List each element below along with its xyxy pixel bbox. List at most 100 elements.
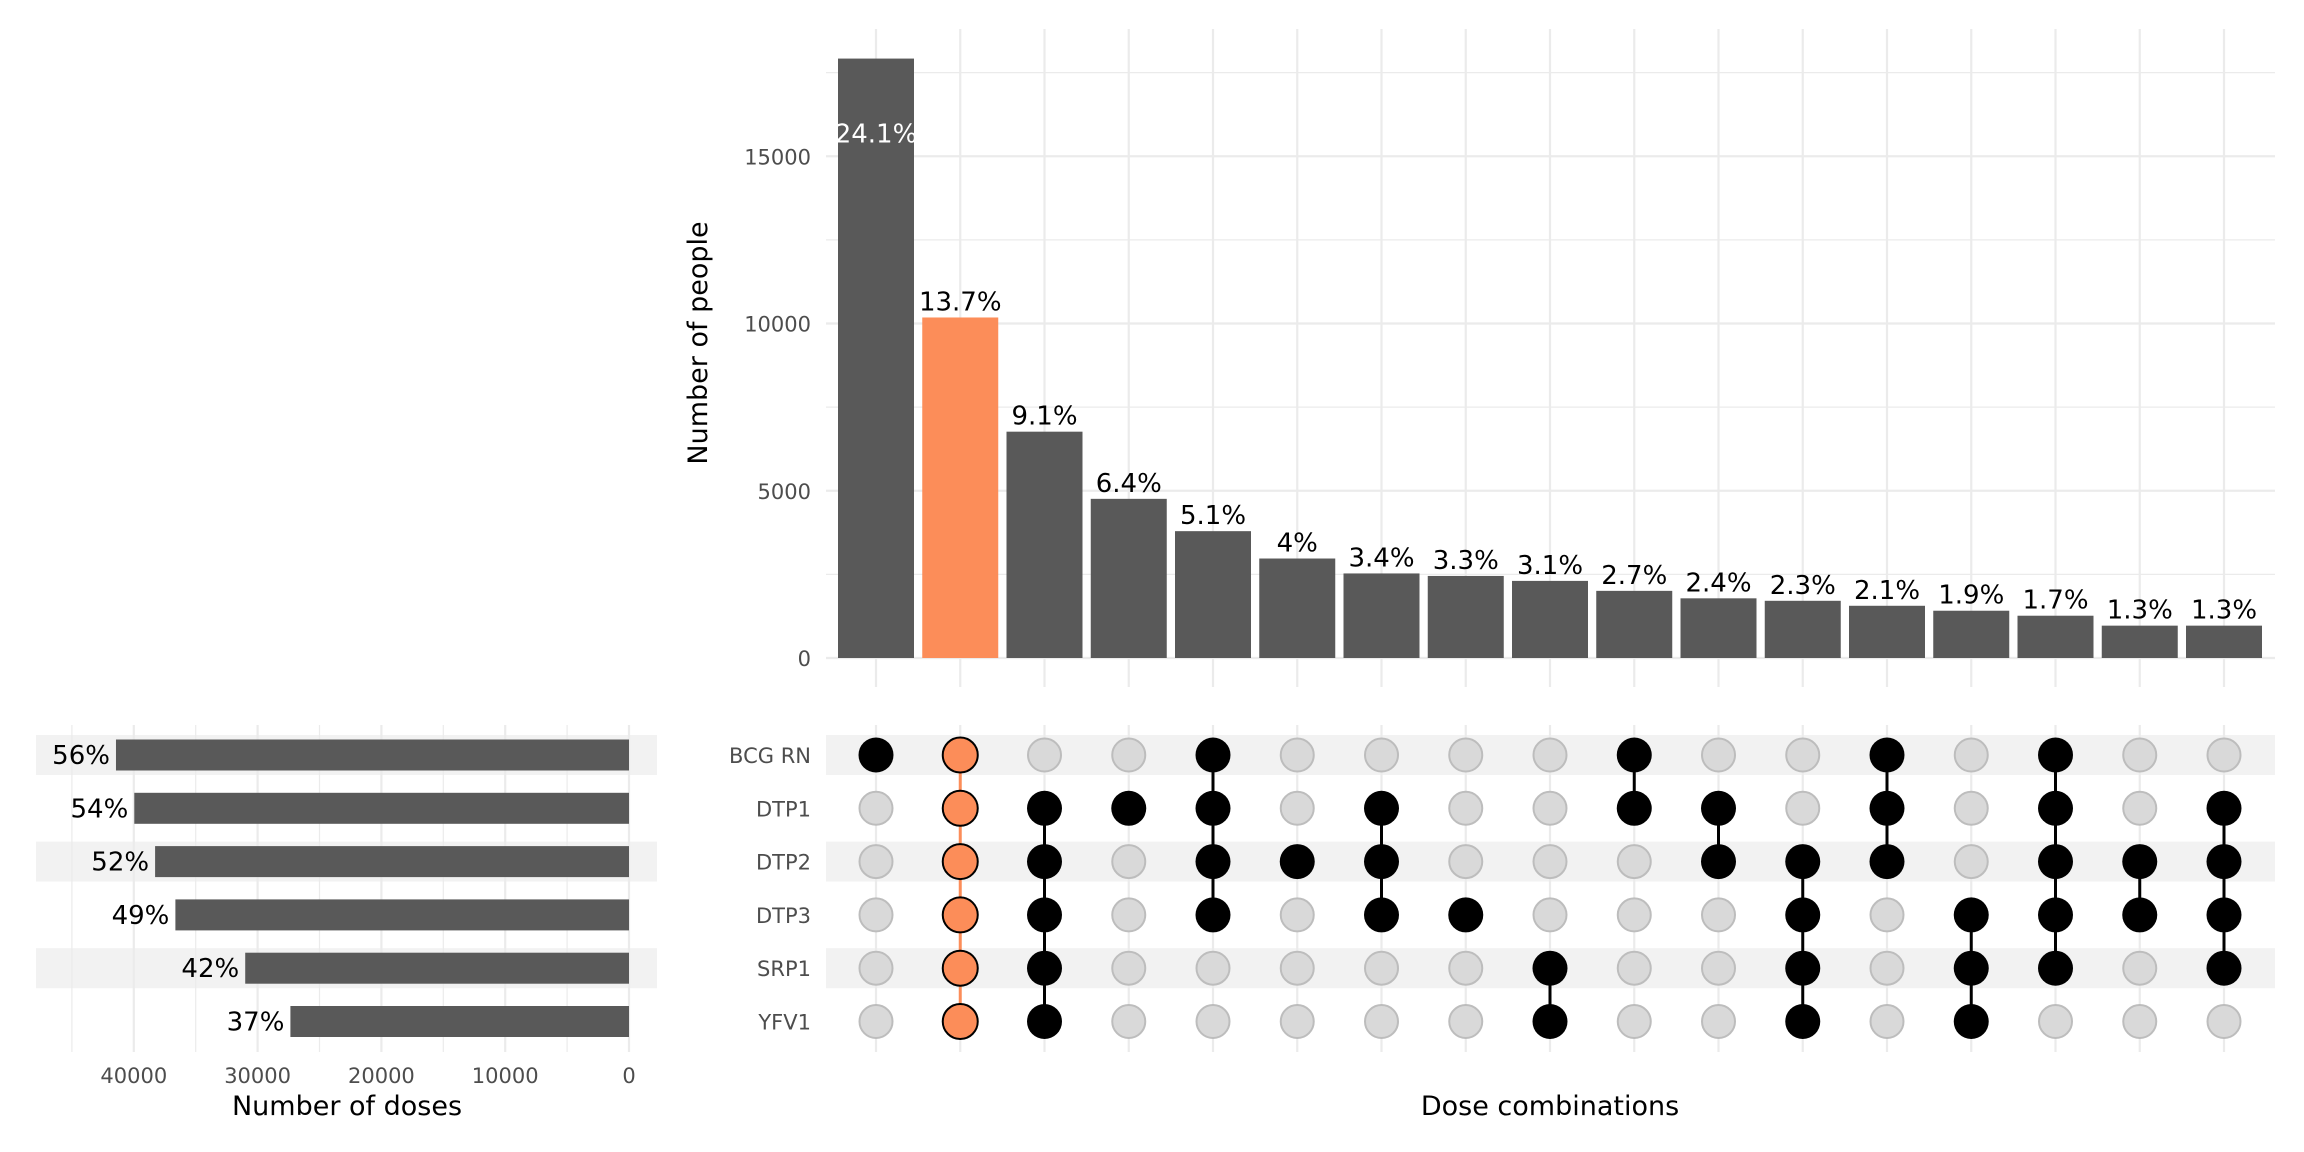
matrix-dot-inactive [1616, 950, 1652, 986]
intersection-bar-label: 2.4% [1685, 568, 1751, 598]
set-size-bar-label: 52% [91, 848, 149, 878]
intersection-bar-label: 5.1% [1180, 501, 1246, 531]
matrix-dot-inactive [1111, 737, 1147, 773]
set-label: SRP1 [757, 957, 811, 981]
intersection-bar-label: 3.4% [1348, 543, 1414, 573]
matrix-dot-active [1869, 790, 1905, 826]
intersection-bar [1512, 580, 1588, 658]
matrix-dot-inactive [2122, 950, 2158, 986]
matrix-dot-active [2038, 844, 2073, 880]
matrix-dot-active [1785, 844, 1821, 880]
matrix-set-labels: BCG RN DTP1 DTP2 DTP3 SRP1 YFV1 [729, 744, 811, 1035]
matrix-dot-inactive [1953, 737, 1989, 773]
matrix-dot-inactive [858, 1004, 894, 1039]
matrix-dot-active [2206, 950, 2242, 986]
matrix-dot-inactive [1195, 950, 1231, 986]
intersection-bar [1764, 600, 1841, 658]
matrix-dot-active [2122, 897, 2158, 933]
matrix-dot-inactive [1279, 897, 1315, 933]
matrix-dot-active [2206, 844, 2242, 880]
matrix-dot-inactive [1364, 950, 1399, 986]
matrix-dot-inactive [1111, 950, 1147, 986]
set-label: BCG RN [729, 744, 811, 768]
matrix-dot-inactive [1364, 737, 1399, 773]
matrix-dot-inactive [2122, 790, 2158, 826]
matrix-dot-highlighted [941, 789, 979, 827]
matrix-dot-inactive [2038, 1004, 2073, 1039]
matrix-dot-inactive [858, 897, 894, 933]
set-size-x-tick-label: 10000 [472, 1064, 539, 1088]
y-tick-label: 0 [798, 647, 811, 671]
intersection-bar-label: 2.1% [1854, 576, 1920, 606]
set-size-x-tick-label: 40000 [100, 1064, 167, 1088]
intersection-bar [1680, 598, 1757, 658]
intersection-bar-labels: 24.1% 13.7% 9.1% 6.4% 5.1% 4% 3.4% 3.3% 3.1% 2.7%… [835, 120, 2257, 626]
matrix-dot-active [2038, 950, 2073, 986]
matrix-dot-inactive [1448, 844, 1484, 880]
intersection-bars [838, 58, 2262, 659]
matrix-dot-inactive [858, 790, 894, 826]
matrix-dot-active [1532, 950, 1568, 986]
matrix-dot-active [2038, 737, 2073, 773]
matrix-dot-active [1027, 1004, 1062, 1039]
matrix-dot-active [1195, 844, 1231, 880]
matrix-dot-active [1364, 844, 1399, 880]
intersection-bar [1175, 531, 1251, 658]
set-size-bar-label: 49% [112, 901, 170, 931]
matrix-dot-inactive [1869, 897, 1905, 933]
intersection-bar-label: 1.9% [1938, 581, 2004, 611]
intersection-bar-highlighted [922, 317, 999, 658]
matrix-dot-inactive [1532, 737, 1568, 773]
matrix-dot-inactive [1616, 897, 1652, 933]
matrix-dot-inactive [858, 844, 894, 880]
matrix-dot-active [1616, 737, 1652, 773]
matrix-dot-active [1701, 790, 1736, 826]
matrix-dot-inactive [2122, 1004, 2158, 1039]
matrix-dot-inactive [1532, 844, 1568, 880]
matrix-dot-inactive [2206, 1004, 2242, 1039]
set-size-bar [175, 899, 630, 931]
matrix-dot-inactive [1701, 950, 1736, 986]
intersection-bar-label: 1.3% [2191, 596, 2257, 626]
intersection-bar [1849, 605, 1925, 658]
intersection-bar [2186, 625, 2262, 658]
y-tick-label: 5000 [758, 480, 811, 504]
matrix-dot-inactive [1027, 737, 1062, 773]
intersection-bar-label: 2.7% [1601, 561, 1667, 591]
matrix-dot-inactive [2122, 737, 2158, 773]
set-size-bar-label: 56% [52, 741, 110, 771]
matrix-dot-active [1953, 897, 1989, 933]
intersection-bar-label: 1.3% [2107, 596, 2173, 626]
matrix-dot-active [1701, 844, 1736, 880]
intersection-bar [1090, 498, 1167, 658]
matrix-dot-active [1364, 790, 1399, 826]
intersection-bar-label: 2.3% [1770, 571, 1836, 601]
matrix-dot-active [2038, 790, 2073, 826]
matrix-dot-inactive [1532, 790, 1568, 826]
set-size-x-axis: 40000 30000 20000 10000 0 [100, 1064, 635, 1088]
y-tick-label: 10000 [744, 313, 811, 337]
matrix-dot-active [1616, 790, 1652, 826]
intersection-bar-label: 13.7% [919, 287, 1002, 317]
matrix-dot-active [1027, 897, 1062, 933]
matrix-dot-inactive [1279, 950, 1315, 986]
set-size-bar-labels: 56% 54% 52% 49% 42% 37% [52, 741, 284, 1038]
set-size-bar-label: 54% [70, 794, 128, 824]
matrix-dot-active [1027, 950, 1062, 986]
matrix-dot-active [2038, 897, 2073, 933]
intersection-bar [1933, 610, 2010, 658]
matrix-dot-active [1195, 737, 1231, 773]
set-size-bar-label: 37% [227, 1008, 285, 1038]
matrix-dot-active [1195, 790, 1231, 826]
matrix-dot-inactive [1448, 737, 1484, 773]
matrix-dot-highlighted [941, 896, 979, 934]
set-size-x-tick-label: 20000 [348, 1064, 415, 1088]
matrix-dot-active [1785, 1004, 1821, 1039]
intersection-bar-label: 3.1% [1517, 551, 1583, 581]
intersection-bar [1343, 573, 1420, 658]
intersection-bar [2101, 625, 2178, 658]
set-size-bars [115, 739, 630, 1037]
matrix-dot-inactive [1532, 897, 1568, 933]
matrix-dot-active [1448, 897, 1484, 933]
